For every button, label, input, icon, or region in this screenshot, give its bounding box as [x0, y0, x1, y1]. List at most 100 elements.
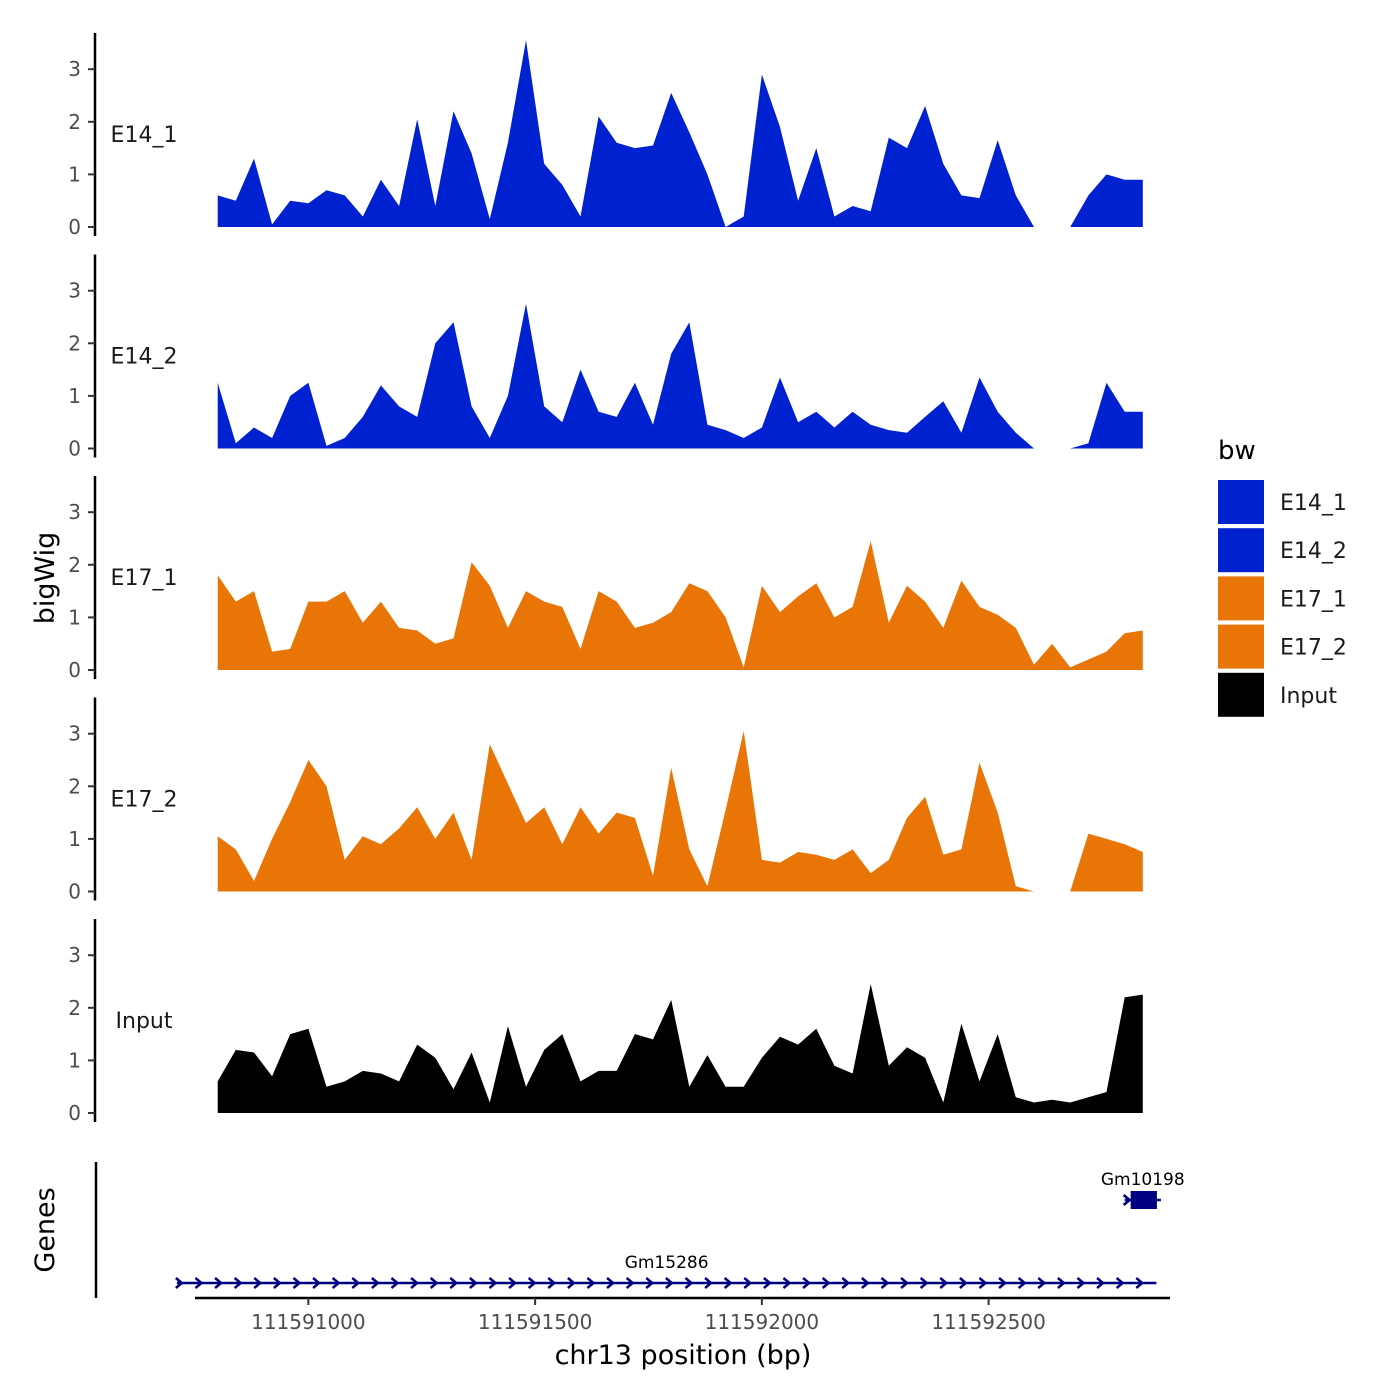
x-tick-label: 111591000	[251, 1310, 366, 1334]
legend-label: E14_1	[1280, 491, 1347, 516]
coverage-area-E17_1	[217, 541, 1143, 670]
strand-arrow	[175, 1277, 184, 1289]
x-tick-label: 111592000	[705, 1310, 820, 1334]
legend-swatch	[1218, 624, 1264, 669]
legend-title: bw	[1218, 436, 1256, 466]
x-tick-label: 111591500	[478, 1310, 593, 1334]
genes-panel: Genes Gm10198 Gm15286	[30, 1162, 1185, 1298]
strand-arrow	[1076, 1277, 1086, 1289]
gene-Gm10198: Gm10198	[1101, 1170, 1185, 1209]
strand-arrow	[292, 1277, 302, 1289]
track-E14_2: 0 1 2 3 E14_2	[68, 254, 1143, 461]
track-label: E17_2	[111, 788, 178, 813]
legend-item: E17_1	[1218, 576, 1347, 621]
strand-arrow	[625, 1277, 635, 1289]
legend-swatch	[1218, 672, 1264, 717]
legend-label: E17_1	[1280, 587, 1347, 612]
strand-arrow	[821, 1277, 831, 1289]
strand-arrow	[763, 1277, 772, 1289]
strand-arrow	[723, 1277, 733, 1289]
strand-arrow	[527, 1277, 537, 1289]
y-tick-label: 1	[68, 605, 81, 629]
strand-arrow	[606, 1277, 616, 1289]
legend-item: E17_2	[1218, 624, 1347, 669]
y-tick-label: 3	[68, 722, 81, 746]
track-label: Input	[116, 1009, 173, 1034]
y-tick-label: 0	[68, 658, 81, 682]
legend-swatch	[1218, 528, 1264, 573]
strand-arrow	[998, 1277, 1008, 1289]
y-tick-label: 3	[68, 57, 81, 81]
gene-label: Gm10198	[1101, 1170, 1185, 1190]
y-tick-label: 2	[68, 774, 81, 798]
y-tick-label: 1	[68, 827, 81, 851]
strand-arrow	[939, 1277, 949, 1289]
y-tick-label: 0	[68, 880, 81, 904]
genes-axis-title: Genes	[30, 1187, 61, 1272]
track-E17_2: 0 1 2 3 E17_2	[68, 697, 1143, 904]
y-tick-label: 1	[68, 162, 81, 186]
strand-arrow	[802, 1277, 812, 1289]
strand-arrow	[684, 1277, 694, 1289]
legend-swatch	[1218, 576, 1264, 621]
legend-item: E14_1	[1218, 480, 1347, 524]
strand-arrow	[743, 1277, 753, 1289]
strand-arrow	[978, 1277, 988, 1289]
strand-arrow	[253, 1277, 263, 1289]
coverage-area-E14_1	[217, 40, 1143, 227]
coverage-area-Input	[217, 984, 1143, 1113]
strand-arrow	[704, 1277, 714, 1289]
exon-block	[1130, 1191, 1157, 1209]
y-tick-label: 3	[68, 279, 81, 303]
strand-arrow	[1037, 1277, 1047, 1289]
strand-arrow	[900, 1277, 910, 1289]
y-tick-label: 1	[68, 384, 81, 408]
strand-arrow	[861, 1277, 870, 1289]
strand-arrow	[1122, 1194, 1132, 1206]
strand-arrow	[782, 1277, 792, 1289]
x-axis-title: chr13 position (bp)	[555, 1340, 812, 1371]
strand-arrow	[214, 1277, 224, 1289]
strand-arrow	[1115, 1277, 1125, 1289]
track-E17_1: 0 1 2 3 E17_1	[68, 476, 1143, 682]
strand-arrow	[1135, 1277, 1145, 1289]
strand-arrow	[331, 1277, 341, 1289]
gene-label: Gm15286	[625, 1253, 709, 1273]
track-label: E14_1	[111, 123, 178, 148]
strand-arrow	[371, 1277, 380, 1289]
legend-label: Input	[1280, 684, 1337, 709]
strand-arrow	[645, 1277, 655, 1289]
track-Input: 0 1 2 3 Input	[68, 919, 1143, 1125]
y-tick-label: 2	[68, 553, 81, 577]
legend-item: Input	[1218, 672, 1337, 717]
y-axis-title: bigWig	[30, 532, 61, 625]
strand-arrow	[1017, 1277, 1027, 1289]
y-tick-label: 0	[68, 1101, 81, 1125]
strand-arrow	[567, 1277, 576, 1289]
track-label: E17_1	[111, 566, 178, 591]
legend: bw E14_1 E14_2 E17_1 E17_2 Input	[1218, 436, 1347, 717]
strand-arrow	[194, 1277, 204, 1289]
legend-label: E14_2	[1280, 539, 1347, 564]
track-E14_1: 0 1 2 3 E14_1	[68, 33, 1143, 239]
strand-arrow	[959, 1277, 968, 1289]
strand-arrow	[880, 1277, 890, 1289]
gene-models: Gm10198 Gm15286	[175, 1170, 1185, 1289]
strand-arrow	[1057, 1277, 1066, 1289]
legend-item: E14_2	[1218, 528, 1347, 573]
strand-arrow	[488, 1277, 498, 1289]
legend-label: E17_2	[1280, 636, 1347, 661]
strand-arrow	[351, 1277, 361, 1289]
strand-arrow	[508, 1277, 518, 1289]
strand-arrow	[586, 1277, 596, 1289]
x-axis: 111591000 111591500 111592000 111592500 chr…	[195, 1296, 1170, 1371]
strand-arrow	[449, 1277, 459, 1289]
y-tick-label: 1	[68, 1048, 81, 1072]
strand-arrow	[547, 1277, 557, 1289]
strand-arrow	[273, 1277, 282, 1289]
strand-arrow	[1096, 1277, 1106, 1289]
legend-swatch	[1218, 480, 1264, 524]
strand-arrow	[469, 1277, 478, 1289]
gene-Gm15286: Gm15286	[175, 1253, 1157, 1289]
